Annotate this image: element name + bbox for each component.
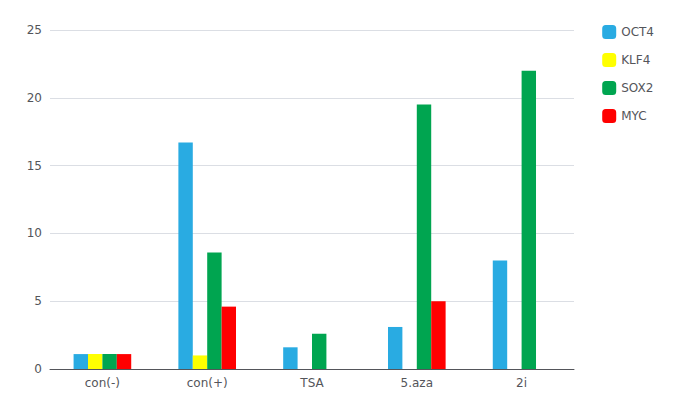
svg-text:con(-): con(-)	[85, 376, 120, 390]
svg-text:con(+): con(+)	[187, 376, 228, 390]
svg-text:20: 20	[27, 91, 42, 105]
svg-text:5.aza: 5.aza	[401, 376, 433, 390]
svg-text:25: 25	[27, 23, 42, 37]
svg-text:10: 10	[27, 226, 42, 240]
svg-text:SOX2: SOX2	[621, 81, 653, 95]
svg-text:5: 5	[34, 294, 42, 308]
svg-text:2i: 2i	[516, 376, 527, 390]
svg-text:TSA: TSA	[299, 376, 324, 390]
svg-text:15: 15	[27, 159, 42, 173]
svg-text:KLF4: KLF4	[621, 53, 650, 67]
svg-text:MYC: MYC	[621, 109, 646, 123]
svg-text:OCT4: OCT4	[621, 25, 654, 39]
svg-text:0: 0	[34, 362, 42, 376]
